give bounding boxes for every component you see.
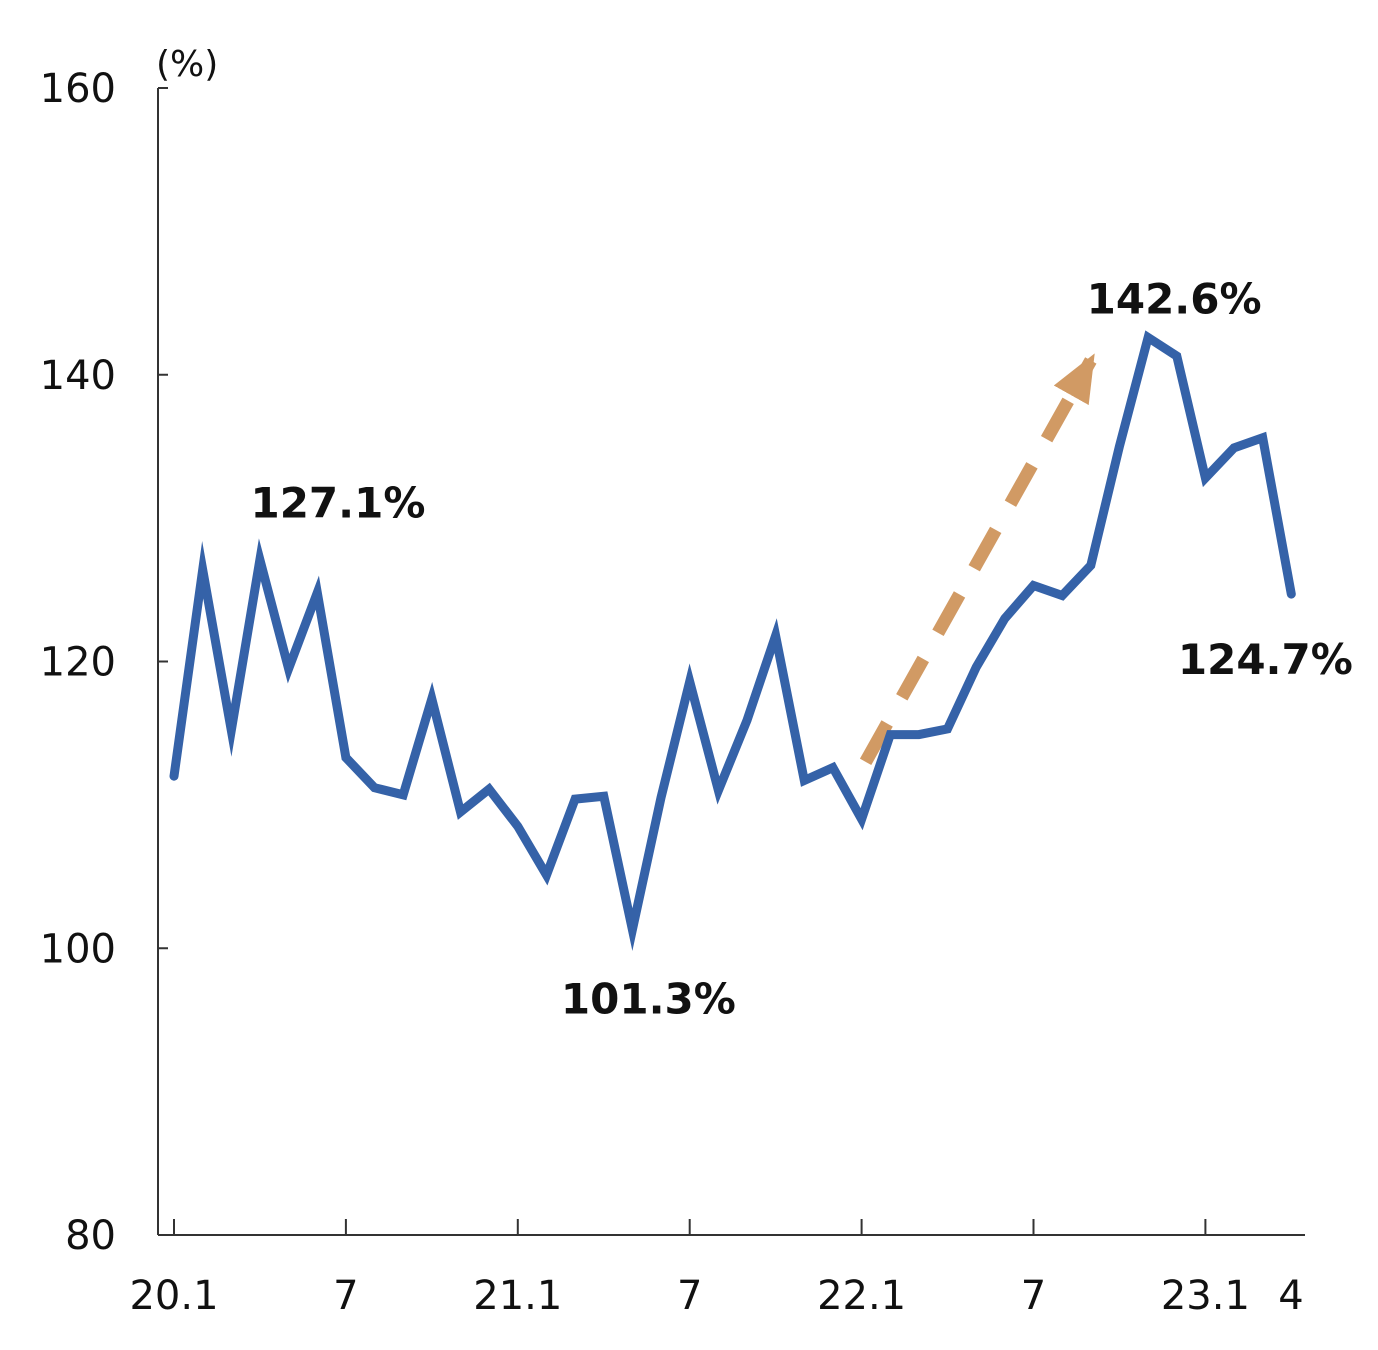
series-line [169, 330, 1296, 951]
x-tick-label: 7 [333, 1273, 358, 1319]
x-tick-label: 4 [1278, 1273, 1303, 1319]
y-tick-label: 160 [40, 66, 116, 112]
trend-arrow-line [859, 353, 1097, 766]
data-label-group: 127.1% 101.3% 142.6% 124.7% [250, 274, 1352, 1023]
x-tick-label: 23.1 [1161, 1273, 1250, 1319]
y-axis-ticks: 80 100 120 140 160 [40, 66, 168, 1259]
y-tick-label: 120 [40, 640, 116, 686]
y-axis-unit-label: (%) [156, 44, 218, 85]
data-label: 101.3% [561, 975, 736, 1024]
x-tick-label: 21.1 [473, 1273, 562, 1319]
x-tick-label: 20.1 [129, 1273, 218, 1319]
x-tick-label: 7 [1021, 1273, 1046, 1319]
data-label: 124.7% [1178, 635, 1353, 684]
x-tick-label: 7 [677, 1273, 702, 1319]
x-tick-label: 22.1 [817, 1273, 906, 1319]
y-tick-label: 140 [40, 353, 116, 399]
data-label: 142.6% [1087, 274, 1262, 323]
x-axis-ticks: 20.1 7 21.1 7 22.1 7 23.1 4 [129, 1219, 1304, 1319]
y-tick-label: 100 [40, 926, 116, 972]
y-tick-label: 80 [65, 1213, 116, 1259]
data-label: 127.1% [250, 479, 425, 528]
trend-arrow [859, 353, 1097, 766]
series-group [169, 330, 1296, 951]
